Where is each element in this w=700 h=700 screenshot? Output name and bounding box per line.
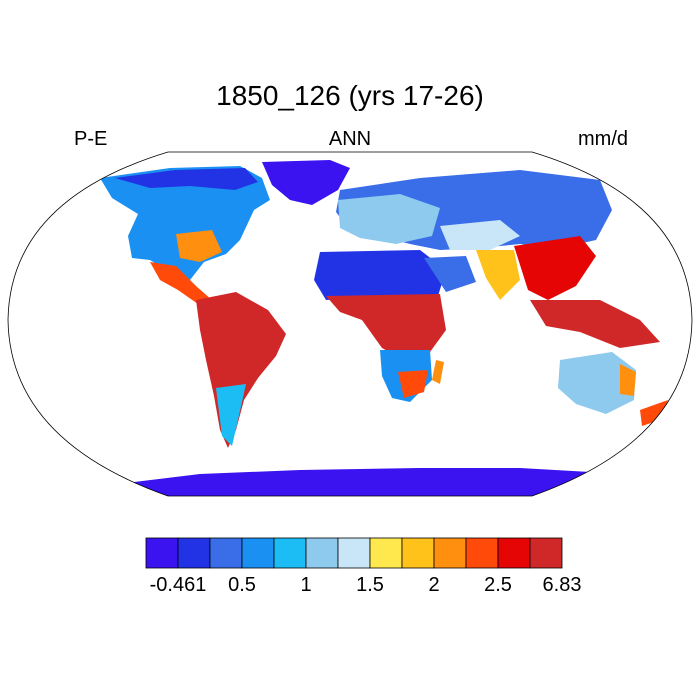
colorbar-tick-label: 1 [300,574,312,596]
colorbar-tick-label: 2.5 [484,574,512,596]
globe-outline [7,151,693,497]
north-america-region [100,166,270,280]
colorbar-tick-label: 2 [428,574,440,596]
south-america-region [196,292,286,448]
colorbar-swatch [241,537,275,569]
colorbar-swatch [209,537,243,569]
new-zealand-region [640,400,668,426]
colorbar-swatch [145,537,179,569]
europe-region [338,194,440,244]
central-africa-region [326,294,446,360]
map-title: 1850_126 (yrs 17-26) [216,80,484,111]
colorbar-swatch [177,537,211,569]
india-region [476,250,520,300]
central-america-region [150,262,212,304]
colorbar-swatch [401,537,435,569]
eastern-us-region [176,230,222,262]
antarctica-region [110,468,610,496]
units-label: mm/d [578,128,628,150]
colorbar-tick-label: -0.461 [149,574,207,596]
colorbar-swatch [273,537,307,569]
colorbar-tick-label: 0.5 [228,574,256,596]
east-africa-region [398,370,428,398]
southeast-asia-region [514,236,596,300]
arabia-region [424,256,476,292]
colorbar-swatch [497,537,531,569]
central-asia-region [440,220,520,250]
australia-region [558,352,636,414]
variable-label: P-E [74,128,108,150]
australia-east-region [620,364,636,396]
maritime-continent-region [530,300,660,348]
madagascar-region [432,360,444,384]
colorbar-swatch [433,537,467,569]
colorbar-swatch [305,537,339,569]
sahara-region [314,250,446,300]
colorbar-swatch [369,537,403,569]
greenland-region [262,160,350,205]
colorbar-swatch [529,537,563,569]
season-label: ANN [328,128,372,150]
canada-arctic-region [115,168,258,190]
southern-south-america-region [216,384,246,446]
colorbar-tick-label: 1.5 [356,574,384,596]
colorbar-tick-label: 6.83 [542,574,582,596]
colorbar-swatch [337,537,371,569]
colorbar-swatch [465,537,499,569]
